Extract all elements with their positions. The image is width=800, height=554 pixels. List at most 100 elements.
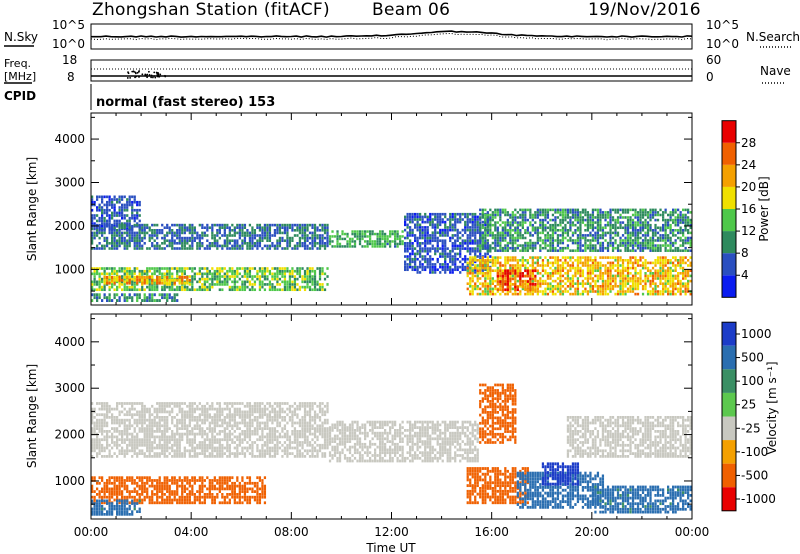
echo-cell	[96, 299, 99, 302]
echo-cell	[328, 242, 332, 246]
echo-cell	[506, 223, 509, 227]
echo-cell	[579, 241, 582, 245]
echo-cell	[138, 402, 141, 405]
echo-cell	[631, 274, 635, 278]
echo-cell	[429, 220, 432, 224]
echo-cell	[454, 212, 457, 216]
echo-cell	[198, 285, 201, 289]
echo-cell	[454, 218, 457, 221]
echo-cell	[364, 245, 367, 248]
echo-cell	[624, 223, 627, 227]
echo-cell	[591, 213, 595, 217]
echo-cell	[571, 211, 575, 214]
echo-cell	[218, 244, 221, 248]
echo-cell	[519, 259, 522, 262]
echo-cell	[536, 229, 539, 232]
echo-cell	[181, 278, 184, 282]
echo-cell	[501, 221, 504, 224]
echo-cell	[228, 275, 231, 278]
echo-cell	[389, 230, 392, 233]
echo-cell	[96, 427, 99, 430]
echo-cell	[366, 245, 369, 248]
echo-cell	[624, 259, 627, 262]
echo-cell	[311, 277, 314, 281]
echo-cell	[128, 413, 131, 417]
echo-cell	[687, 208, 690, 212]
echo-cell	[669, 213, 672, 217]
echo-cell	[521, 208, 524, 212]
echo-cell	[301, 234, 304, 237]
echo-cell	[474, 252, 477, 256]
echo-cell	[118, 410, 121, 414]
echo-cell	[419, 244, 422, 248]
echo-cell	[651, 282, 655, 286]
echo-cell	[126, 275, 129, 279]
echo-cell	[106, 214, 109, 217]
echo-cell	[206, 280, 209, 284]
echo-cell	[531, 269, 534, 273]
echo-cell	[116, 224, 119, 228]
echo-cell	[496, 213, 499, 217]
echo-cell	[111, 272, 114, 276]
echo-cell	[158, 269, 161, 273]
echo-cell	[276, 277, 279, 281]
echo-cell	[684, 229, 687, 232]
echo-cell	[654, 208, 657, 212]
echo-cell	[584, 244, 587, 247]
echo-cell	[411, 231, 414, 235]
echo-cell	[123, 239, 126, 243]
echo-cell	[474, 264, 477, 267]
echo-cell	[101, 427, 104, 430]
echo-cell	[303, 277, 307, 281]
echo-cell	[191, 242, 194, 245]
echo-cell	[406, 223, 409, 227]
echo-cell	[321, 288, 324, 292]
echo-cell	[504, 259, 507, 262]
echo-cell	[626, 290, 630, 293]
echo-cell	[218, 236, 221, 240]
echo-cell	[166, 267, 169, 270]
echo-cell	[446, 265, 449, 269]
echo-cell	[93, 275, 96, 278]
echo-cell	[471, 292, 474, 296]
echo-cell	[98, 430, 101, 433]
echo-cell	[243, 272, 247, 276]
echo-cell	[301, 223, 304, 227]
echo-cell	[131, 280, 134, 284]
echo-cell	[116, 229, 119, 232]
echo-cell	[576, 256, 580, 259]
echo-cell	[138, 275, 141, 279]
echo-cell	[581, 218, 585, 222]
echo-cell	[674, 241, 677, 245]
echo-cell	[589, 216, 592, 219]
echo-cell	[411, 215, 414, 219]
echo-cell	[662, 282, 665, 286]
echo-cell	[126, 413, 129, 417]
echo-cell	[611, 241, 615, 245]
echo-cell	[466, 287, 469, 291]
echo-cell	[374, 245, 377, 248]
echo-cell	[143, 413, 146, 417]
echo-cell	[416, 249, 419, 253]
echo-cell	[491, 279, 494, 283]
echo-cell	[459, 236, 462, 240]
echo-cell	[216, 269, 219, 273]
echo-cell	[559, 246, 562, 250]
echo-cell	[148, 416, 151, 419]
colorbar-tick: 16	[741, 202, 756, 216]
echo-cell	[669, 218, 672, 222]
echo-cell	[133, 407, 136, 411]
echo-cell	[549, 236, 552, 240]
echo-cell	[489, 272, 492, 275]
echo-cell	[91, 446, 94, 450]
echo-cell	[501, 274, 504, 278]
echo-cell	[141, 277, 144, 281]
echo-cell	[186, 226, 189, 230]
echo-cell	[531, 241, 534, 245]
echo-cell	[223, 242, 226, 245]
echo-cell	[206, 285, 209, 289]
echo-cell	[526, 269, 529, 273]
echo-cell	[191, 269, 194, 273]
echo-cell	[278, 223, 282, 227]
echo-cell	[481, 264, 484, 267]
